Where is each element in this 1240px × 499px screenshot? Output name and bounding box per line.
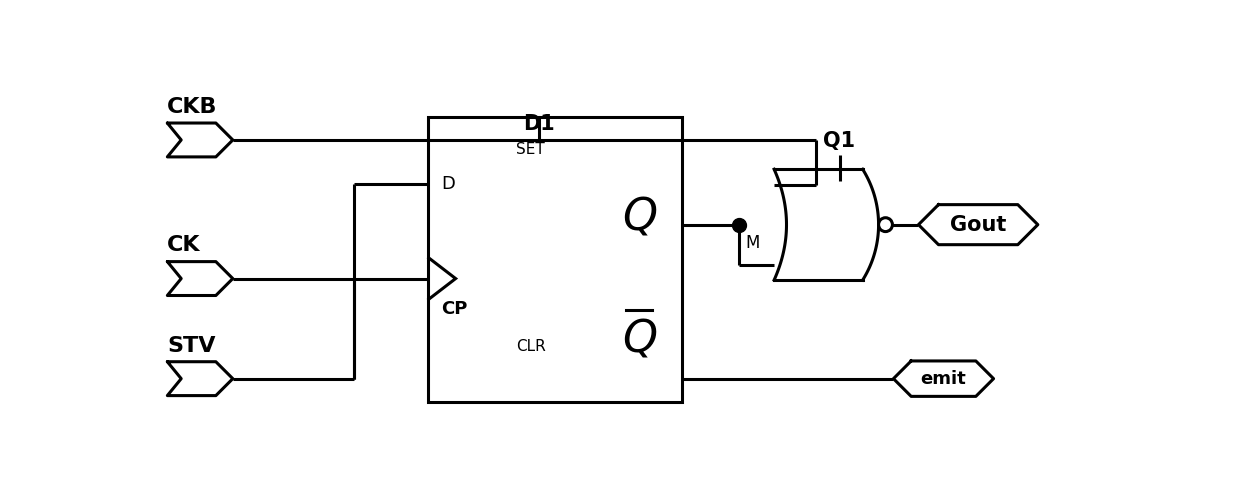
Text: emit: emit — [920, 370, 966, 388]
Text: SET: SET — [516, 142, 544, 157]
Text: Gout: Gout — [950, 215, 1007, 235]
Text: CK: CK — [167, 236, 201, 255]
Text: D1: D1 — [523, 114, 556, 134]
Text: CLR: CLR — [516, 339, 546, 354]
Text: Q1: Q1 — [823, 131, 856, 151]
Text: CKB: CKB — [167, 97, 218, 117]
Text: $\mathit{Q}$: $\mathit{Q}$ — [621, 195, 657, 238]
Text: M: M — [745, 234, 760, 252]
Text: $\mathit{Q}$: $\mathit{Q}$ — [621, 317, 657, 361]
Text: D: D — [441, 175, 455, 193]
Text: CP: CP — [441, 300, 467, 318]
Bar — [428, 117, 682, 402]
Text: STV: STV — [167, 335, 216, 356]
Circle shape — [879, 218, 893, 232]
